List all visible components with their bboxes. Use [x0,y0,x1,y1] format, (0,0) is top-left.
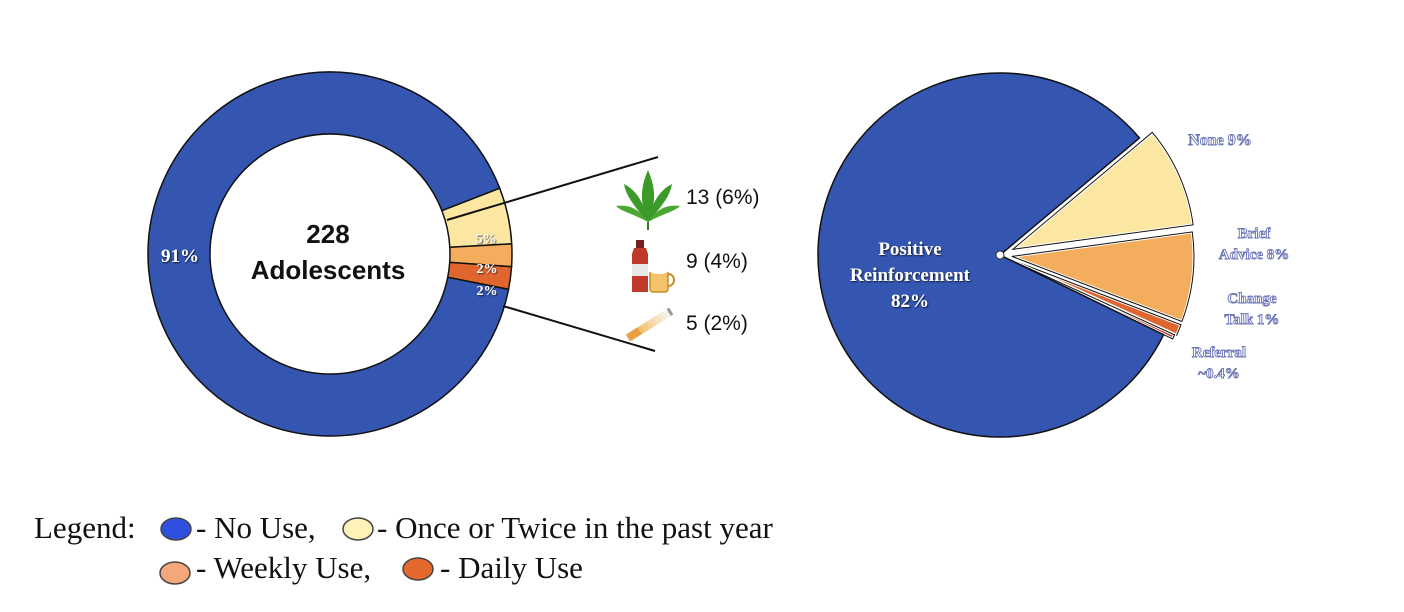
pie-slice-outline-brief-advice [1011,231,1195,323]
legend-label-no-use: - No Use, [196,510,316,545]
pie-label-change-line1: Change [1227,291,1277,307]
pie-center-dot [995,250,1005,260]
donut-label-daily: 2% [477,284,498,299]
legend: Legend: - No Use, - Once or Twice in the… [34,510,773,585]
pie-slice-outline-none [1011,131,1194,251]
donut-label-no-use: 91% [161,246,199,267]
pie-label-positive-line3: 82% [891,291,929,312]
substance-breakdown: 13 (6%) 9 (4%) 5 (2%) [616,170,760,342]
legend-label-once: - Once or Twice in the past year [377,510,773,545]
pie-label-referral-line2: ~0.4% [1198,366,1240,382]
zoom-line-bottom [502,305,656,352]
pie-slice-outline-referral [1008,258,1176,340]
pie-label-positive-line2: Reinforcement [850,265,971,286]
donut-center-count: 228 [306,219,349,249]
legend-swatch-no-use [160,517,192,541]
pie-label-positive-line1: Positive [878,239,941,260]
cigarette-icon [625,307,674,342]
legend-swatch-once [342,517,374,541]
donut-label-once: 5% [476,232,497,247]
alcohol-bottle-icon [632,240,675,293]
pie-label-change-line2: Talk 1% [1225,312,1280,328]
pie-label-none: None 9% [1188,132,1252,149]
pie-label-referral-line1: Referral [1192,345,1246,361]
cannabis-leaf-icon [616,170,680,230]
donut-slice-no-use [147,71,510,437]
breakdown-text-alcohol: 9 (4%) [686,250,748,273]
legend-swatch-weekly [159,561,191,585]
pie-chart: Positive Reinforcement 82% None 9% Brief… [817,72,1290,438]
zoom-line-top [446,156,659,221]
donut-slices [147,71,513,437]
legend-label-daily: - Daily Use [440,550,583,585]
legend-label-weekly: - Weekly Use, [196,550,371,585]
pie-label-brief-line2: Advice 8% [1219,247,1289,263]
donut-chart: 91% 5% 2% 2% 228 Adolescents [147,71,659,437]
donut-center-label: Adolescents [251,255,406,285]
breakdown-text-cannabis: 13 (6%) [686,186,760,209]
pie-label-brief-line1: Brief [1238,226,1271,242]
legend-title: Legend: [34,510,136,545]
legend-swatch-daily [402,557,434,581]
pie-slices [817,72,1196,438]
breakdown-text-cigarette: 5 (2%) [686,312,748,335]
pie-slice-positive-reinforcement [817,72,1165,438]
pie-slice-outline-change-talk [1010,259,1182,336]
donut-label-weekly: 2% [477,262,498,277]
